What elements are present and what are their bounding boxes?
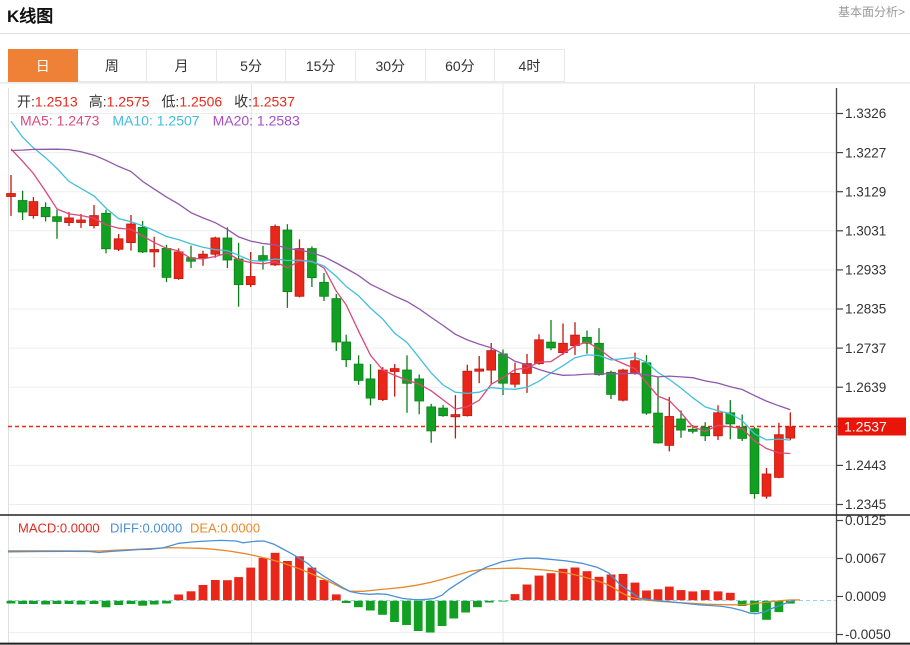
svg-text:1.2835: 1.2835 xyxy=(845,302,886,317)
svg-text:0.0067: 0.0067 xyxy=(845,551,886,566)
svg-text:1.3031: 1.3031 xyxy=(845,224,886,239)
svg-text:1.2537: 1.2537 xyxy=(844,419,887,435)
svg-text:-0.0050: -0.0050 xyxy=(845,627,891,642)
svg-text:DEA:0.0000: DEA:0.0000 xyxy=(190,521,260,536)
svg-text:1.2443: 1.2443 xyxy=(845,458,886,473)
svg-text:1.2639: 1.2639 xyxy=(845,380,886,395)
svg-text:0.0125: 0.0125 xyxy=(845,513,886,528)
svg-text:DIFF:0.0000: DIFF:0.0000 xyxy=(110,521,182,536)
svg-text:1.3227: 1.3227 xyxy=(845,145,886,160)
svg-text:1.2737: 1.2737 xyxy=(845,341,886,356)
svg-text:0.0009: 0.0009 xyxy=(845,589,886,604)
svg-text:MACD:0.0000: MACD:0.0000 xyxy=(18,521,100,536)
svg-text:1.2933: 1.2933 xyxy=(845,263,886,278)
svg-text:1.2345: 1.2345 xyxy=(845,497,886,512)
svg-text:1.3326: 1.3326 xyxy=(845,106,886,121)
svg-text:1.3129: 1.3129 xyxy=(845,184,886,199)
